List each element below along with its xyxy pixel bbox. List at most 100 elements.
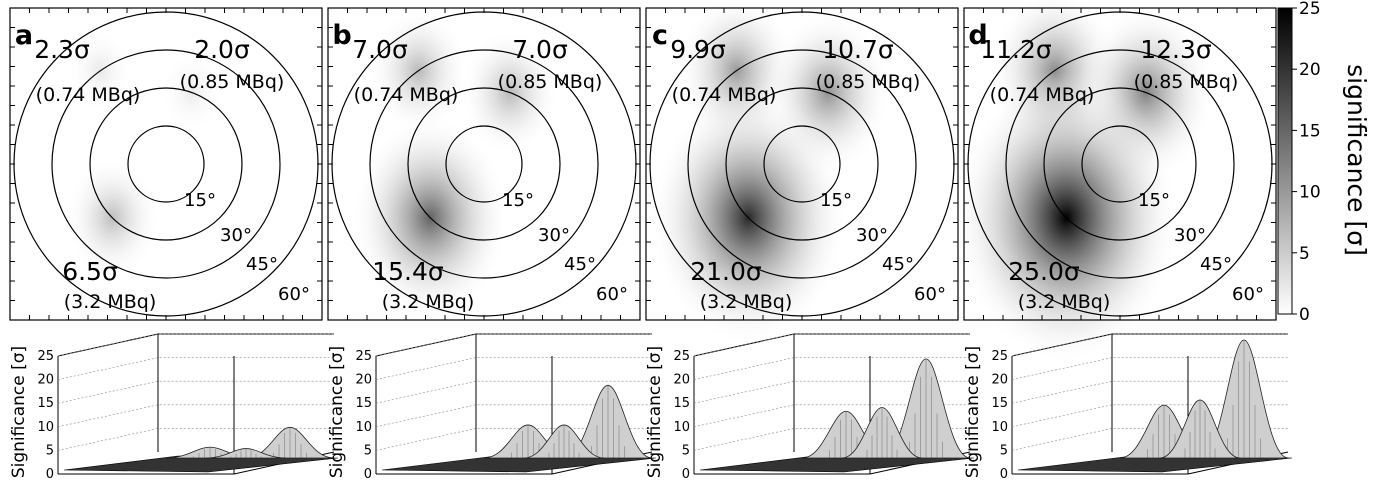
source-activity-label: (0.85 MBq) [498,71,603,93]
angle-circle-30 [89,87,243,241]
surface-mesh [381,384,657,473]
angle-circle-15 [127,125,205,203]
angle-circle-45 [369,49,599,279]
z-tick-label: 10 [673,420,690,435]
angle-circle-15 [445,125,523,203]
grid-line [57,357,334,380]
source-significance-label: 11.2σ [980,35,1052,64]
heatmap-panels: a 2.3σ (0.74 MBq) 2.0σ (0.85 MBq) 6.5σ (3.2 MB… [9,0,1277,364]
source-activity-label: (3.2 MBq) [1018,291,1111,313]
z-axis-label: Significance [σ] [9,346,29,478]
heatmap-panel-d: d11.2σ (0.74 MBq) 12.3σ (0.85 MBq) 25.0σ (3.2… [953,0,1277,364]
colorbar-tick-label: 0 [1299,305,1310,325]
box-edge [57,333,334,357]
angle-circle-45 [687,49,917,279]
angle-label: 15° [820,190,852,211]
colorbar-tick-label: 5 [1299,244,1310,264]
source-significance-label: 7.0σ [352,35,408,64]
angle-circle-45 [51,49,281,279]
panel-letter: c [652,20,668,51]
z-tick-label: 0 [1000,467,1008,482]
z-tick-label: 25 [355,349,372,364]
source-activity-label: (3.2 MBq) [382,291,475,313]
source-activity-label: (0.74 MBq) [36,84,141,106]
angle-label: 45° [882,254,914,275]
colorbar-tick-label: 10 [1299,183,1321,203]
panel-letter: d [968,20,987,51]
z-tick-label: 0 [46,467,54,482]
z-axis-label: Significance [σ] [963,346,983,478]
angle-label: 45° [1200,254,1232,275]
angle-label: 30° [220,225,252,246]
z-tick-label: 10 [37,420,54,435]
z-tick-label: 15 [37,396,54,411]
angle-label: 60° [914,284,946,305]
angle-label: 15° [1138,190,1170,211]
source-significance-label: 6.5σ [62,257,118,286]
z-tick-label: 20 [37,373,54,388]
surface-mesh [699,358,975,473]
source-activity-label: (0.85 MBq) [816,71,921,93]
colorbar-title: significance [σ] [1342,64,1371,256]
z-tick-label: 25 [37,349,54,364]
source-activity-label: (0.74 MBq) [672,84,777,106]
surface-base [699,455,975,473]
angle-label: 15° [502,190,534,211]
angle-label: 60° [1232,284,1264,305]
z-tick-label: 25 [673,349,690,364]
colorbar-gradient [1277,7,1293,315]
surface-base [63,455,339,473]
angle-circle-45 [1005,49,1235,279]
source-significance-label: 2.0σ [194,35,250,64]
grid-line [57,333,334,357]
surface-base [381,455,657,473]
source-activity-label: (3.2 MBq) [700,291,793,313]
heatmap-panel-a: a 2.3σ (0.74 MBq) 2.0σ (0.85 MBq) 6.5σ (3.2 MB… [9,7,323,321]
source-significance-label: 10.7σ [822,35,894,64]
box-edge [375,333,652,357]
source-activity-label: (3.2 MBq) [64,291,157,313]
source-significance-label: 9.9σ [670,35,726,64]
z-tick-label: 15 [673,396,690,411]
z-tick-label: 0 [682,467,690,482]
z-tick-label: 5 [364,443,372,458]
grid-line [57,404,334,428]
colorbar-tick-label: 20 [1299,60,1321,80]
z-tick-label: 10 [355,420,372,435]
surface-plot-a: 25 20 15 10 5 0 Significance [σ] [9,333,339,482]
source-significance-label: 2.3σ [34,35,90,64]
z-tick-label: 15 [355,396,372,411]
z-tick-label: 25 [991,349,1008,364]
angle-label: 45° [564,254,596,275]
z-tick-label: 5 [46,443,54,458]
z-tick-label: 10 [991,420,1008,435]
grid-line [375,357,652,380]
panel-letter: a [15,20,33,51]
angle-label: 30° [538,225,570,246]
z-tick-label: 20 [673,373,690,388]
surface-base [1017,455,1293,473]
angle-circle-30 [1043,87,1197,241]
source-activity-label: (0.85 MBq) [180,71,285,93]
angle-label: 30° [856,225,888,246]
angle-label: 45° [246,254,278,275]
surface-mesh [1017,339,1293,473]
colorbar-tick-label: 25 [1299,0,1321,19]
heatmap-panel-b: b 7.0σ(0.74 MBq)7.0σ(0.85 MBq)15.4σ(3.2 M… [327,6,641,321]
grid-line [375,333,652,357]
source-activity-label: (0.85 MBq) [1134,71,1239,93]
surface-plot-d: 25 20 15 10 5 0 Significance [σ] [963,333,1293,482]
source-significance-label: 12.3σ [1140,35,1212,64]
angle-circle-15 [1081,125,1159,203]
angle-label: 30° [1174,225,1206,246]
angle-circle-30 [725,87,879,241]
z-tick-label: 20 [355,373,372,388]
source-activity-label: (0.74 MBq) [990,84,1095,106]
surface-mesh [63,426,339,473]
z-tick-label: 15 [991,396,1008,411]
source-significance-label: 25.0σ [1008,257,1080,286]
grid-line [57,380,334,404]
surface-plots: 25 20 15 10 5 0 Significance [σ] 25 20 15 10 5 0 Sign… [9,333,1293,482]
z-axis-label: Significance [σ] [327,346,347,478]
z-axis-label: Significance [σ] [645,346,665,478]
